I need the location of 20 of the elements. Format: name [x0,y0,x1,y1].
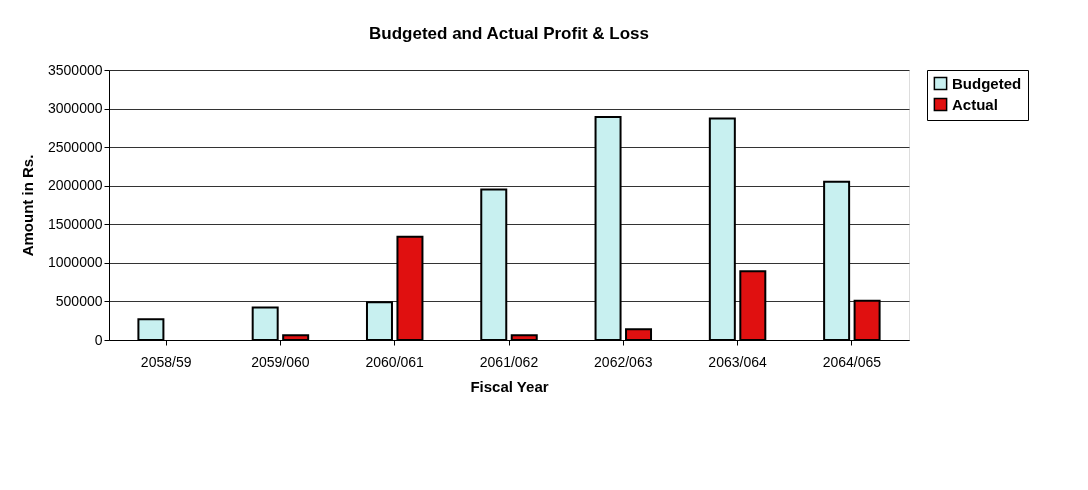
y-axis-title: Amount in Rs. [19,154,36,257]
x-tick-label: 2062/063 [594,353,653,370]
y-tick-label: 2500000 [47,138,103,155]
legend-label: Budgeted [952,74,1022,92]
y-tick-label: 0 [94,331,103,348]
x-tick-label: 2058/59 [140,353,192,370]
y-tick-label: 500000 [55,292,103,309]
x-axis-title: Fiscal Year [470,377,549,395]
y-tick-label: 3500000 [47,61,103,78]
x-tick-label: 2063/064 [708,353,767,370]
y-tick-label: 2000000 [47,177,103,194]
y-tick-label: 1000000 [47,254,103,271]
y-tick-label: 1500000 [47,215,103,232]
chart-title: Budgeted and Actual Profit & Loss [369,24,649,43]
x-tick-label: 2064/065 [822,353,882,370]
x-tick-label: 2059/060 [251,353,310,370]
legend-label: Actual [952,95,998,113]
x-tick-label: 2060/061 [365,353,425,370]
y-tick-label: 3000000 [47,100,103,117]
x-tick-label: 2061/062 [479,353,539,370]
